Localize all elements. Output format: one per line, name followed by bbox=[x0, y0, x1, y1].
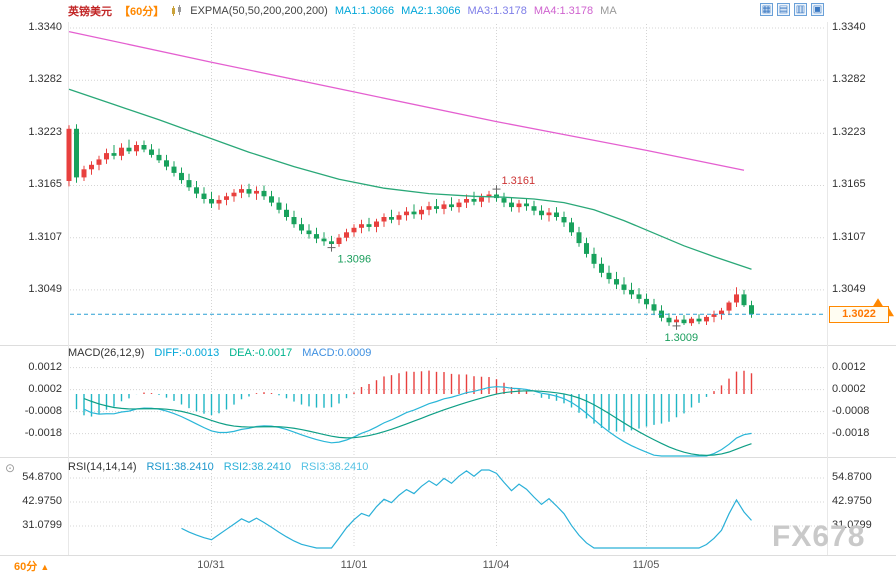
last-price-tag: 1.3022 bbox=[829, 306, 889, 323]
macd-axis-label: -0.0008 bbox=[24, 405, 62, 417]
y-axis-label: 1.3107 bbox=[832, 231, 866, 243]
x-axis-label: 11/05 bbox=[632, 559, 660, 571]
candlestick-icon bbox=[171, 5, 183, 17]
diff-line bbox=[83, 386, 752, 457]
dea-line bbox=[83, 390, 752, 456]
x-axis-label: 10/31 bbox=[197, 559, 225, 571]
period-badge[interactable]: 60分 ▲ bbox=[14, 558, 49, 574]
rsi-title: RSI(14,14,14) bbox=[68, 461, 137, 473]
y-axis-label: 1.3165 bbox=[832, 178, 866, 190]
macd-axis-label: 0.0002 bbox=[832, 383, 866, 395]
layout-toolbar: ▦ ▤ ▥ ▣ bbox=[760, 3, 824, 16]
macd-dea-value: DEA:-0.0017 bbox=[229, 347, 293, 359]
ma1-value: MA1:1.3066 bbox=[334, 5, 395, 17]
price-annotation: 1.3161 bbox=[502, 175, 536, 187]
ma-label: MA bbox=[600, 5, 617, 17]
indicator-settings-label: EXPMA(50,50,200,200,200) bbox=[190, 5, 328, 17]
rsi-axis-label: 31.0799 bbox=[832, 519, 872, 531]
rsi-axis-label: 42.9750 bbox=[832, 495, 872, 507]
ma2-value: MA2:1.3066 bbox=[401, 5, 461, 17]
y-axis-label: 1.3340 bbox=[28, 21, 62, 33]
rsi-header: RSI(14,14,14) RSI1:38.2410 RSI2:38.2410 … bbox=[68, 461, 368, 473]
macd-hist-value: MACD:0.0009 bbox=[302, 347, 372, 359]
price-annotation: 1.3096 bbox=[338, 254, 372, 266]
crosshair-icon[interactable]: ⊙ bbox=[5, 461, 16, 475]
y-axis-label: 1.3282 bbox=[832, 73, 866, 85]
rsi3-value: RSI3:38.2410 bbox=[301, 461, 369, 473]
price-arrow-icon bbox=[873, 298, 883, 307]
macd-panel bbox=[75, 370, 753, 457]
layout-columns-icon[interactable]: ▥ bbox=[794, 3, 807, 16]
macd-header: MACD(26,12,9) DIFF:-0.0013 DEA:-0.0017 M… bbox=[68, 347, 371, 359]
macd-diff-value: DIFF:-0.0013 bbox=[154, 347, 220, 359]
ma4-value: MA4:1.3178 bbox=[533, 5, 594, 17]
y-axis-label: 1.3049 bbox=[832, 283, 866, 295]
symbol-name: 英镑美元 bbox=[68, 6, 112, 18]
rsi-axis-label: 42.9750 bbox=[22, 495, 62, 507]
macd-title: MACD(26,12,9) bbox=[68, 347, 145, 359]
macd-axis-label: 0.0012 bbox=[832, 361, 866, 373]
rsi2-value: RSI2:38.2410 bbox=[223, 461, 292, 473]
ma50-line bbox=[68, 88, 752, 270]
y-axis-label: 1.3107 bbox=[28, 231, 62, 243]
rsi-axis-label: 54.8700 bbox=[22, 471, 62, 483]
y-axis-label: 1.3282 bbox=[28, 73, 62, 85]
layout-grid-icon[interactable]: ▦ bbox=[760, 3, 773, 16]
y-axis-label: 1.3340 bbox=[832, 21, 866, 33]
y-axis-label: 1.3165 bbox=[28, 178, 62, 190]
candles bbox=[66, 124, 754, 326]
price-annotation: 1.3009 bbox=[665, 332, 699, 344]
rsi-line bbox=[181, 469, 752, 549]
macd-axis-label: -0.0018 bbox=[24, 427, 62, 439]
y-axis-label: 1.3223 bbox=[832, 126, 866, 138]
x-axis-label: 11/04 bbox=[482, 559, 510, 571]
chart-header: 英镑美元 【60分】 EXPMA(50,50,200,200,200) MA1:… bbox=[68, 3, 617, 19]
layout-rows-icon[interactable]: ▤ bbox=[777, 3, 790, 16]
up-arrow-icon: ▲ bbox=[40, 562, 50, 572]
macd-axis-label: -0.0008 bbox=[832, 405, 870, 417]
rsi-axis-label: 31.0799 bbox=[22, 519, 62, 531]
layout-single-icon[interactable]: ▣ bbox=[811, 3, 824, 16]
watermark: FX678 bbox=[772, 520, 866, 553]
y-axis-label: 1.3223 bbox=[28, 126, 62, 138]
rsi1-value: RSI1:38.2410 bbox=[146, 461, 214, 473]
macd-axis-label: -0.0018 bbox=[832, 427, 870, 439]
x-axis-label: 11/01 bbox=[340, 559, 368, 571]
macd-axis-label: 0.0012 bbox=[28, 361, 62, 373]
gridlines bbox=[0, 22, 896, 556]
ma200-line bbox=[68, 30, 745, 171]
period-label: 【60分】 bbox=[119, 6, 165, 18]
rsi-axis-label: 54.8700 bbox=[832, 471, 872, 483]
macd-axis-label: 0.0002 bbox=[28, 383, 62, 395]
y-axis-label: 1.3049 bbox=[28, 283, 62, 295]
period-badge-label: 60分 bbox=[14, 561, 38, 573]
ma3-value: MA3:1.3178 bbox=[467, 5, 527, 17]
